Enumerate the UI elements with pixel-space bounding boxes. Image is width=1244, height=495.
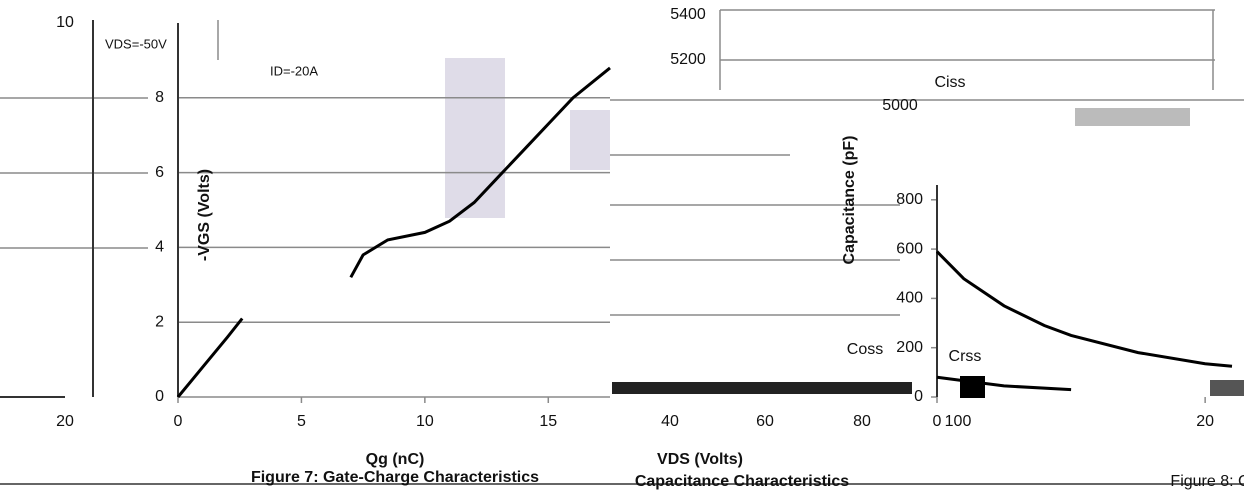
x-tick-label: 5 <box>297 413 306 430</box>
y-axis-label: -VGS (Volts) <box>196 169 213 261</box>
annotation: 60 <box>756 413 774 430</box>
y-tick-label: 4 <box>155 239 164 256</box>
x-tick-label: 0 <box>174 413 183 430</box>
annotation: 5200 <box>670 51 706 68</box>
annotation: 5000 <box>882 97 918 114</box>
x-tick-label: 15 <box>539 413 557 430</box>
y-tick-label: 200 <box>896 339 923 356</box>
y-tick-label: 400 <box>896 290 923 307</box>
x-tick-label: 0 <box>933 413 942 430</box>
x-tick-label: 20 <box>1196 413 1214 430</box>
annotation: VDS=-50V <box>105 36 167 51</box>
y-tick-label: 800 <box>896 191 923 208</box>
annotation: Ciss <box>934 74 965 91</box>
annotation: 40 <box>661 413 679 430</box>
annotation: Crss <box>949 348 982 365</box>
page: 02468051015Figure 7: Gate-Charge Charact… <box>0 0 1244 495</box>
x-axis-label: VDS (Volts) <box>657 451 743 468</box>
annotation: 80 <box>853 413 871 430</box>
x-tick-label: 10 <box>416 413 434 430</box>
chart-title: Figure 7: Gate-Charge Characteristics <box>251 469 539 486</box>
x-axis-label: Qg (nC) <box>366 451 425 468</box>
chart-title: Capacitance Characteristics <box>635 473 849 490</box>
y-tick-label: 2 <box>155 313 164 330</box>
series-line <box>937 377 1071 389</box>
y-tick-label: 6 <box>155 164 164 181</box>
annotation: 20 <box>56 413 74 430</box>
series-line <box>178 68 610 397</box>
annotation: 100 <box>945 413 972 430</box>
y-tick-label: 600 <box>896 240 923 257</box>
annotation: 5400 <box>670 6 706 23</box>
y-tick-label: 0 <box>155 388 164 405</box>
y-axis-label: Capacitance (pF) <box>841 136 858 265</box>
y-tick-label: 0 <box>914 388 923 405</box>
y-tick-label: 8 <box>155 89 164 106</box>
annotation: 10 <box>56 14 74 31</box>
annotation: ID=-20A <box>270 63 318 78</box>
annotation: Figure 8: C <box>1170 473 1244 490</box>
annotation: Coss <box>847 341 883 358</box>
